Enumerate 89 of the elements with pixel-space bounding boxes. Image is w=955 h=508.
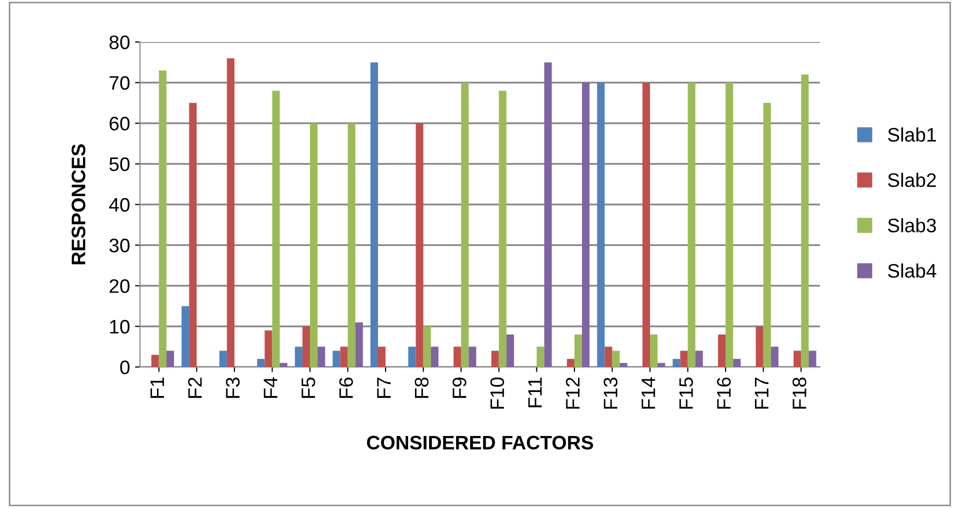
y-tick-label: 60	[110, 116, 130, 130]
bar	[794, 350, 802, 367]
bar	[272, 90, 280, 367]
bar	[408, 346, 416, 367]
x-tick-label: F6	[339, 378, 353, 398]
x-tick-label: F14	[642, 377, 656, 409]
bar	[468, 346, 476, 367]
bar	[461, 82, 469, 367]
y-tick-label: 10	[110, 320, 130, 334]
bar	[226, 58, 234, 367]
x-tick-label: F12	[566, 378, 580, 409]
x-tick-label: F5	[302, 378, 316, 398]
x-tick-label: F13	[604, 378, 618, 409]
y-tick-label: 0	[120, 360, 130, 374]
bar	[166, 350, 174, 367]
bar	[604, 346, 612, 367]
x-tick-label: F10	[490, 377, 504, 409]
bar	[348, 123, 356, 367]
bar	[318, 346, 326, 367]
x-tick-label: F1	[150, 378, 164, 398]
bar	[544, 62, 552, 367]
bar	[658, 362, 666, 367]
bar	[280, 362, 288, 367]
bar	[423, 326, 431, 367]
bar	[808, 350, 816, 367]
bar	[158, 70, 166, 367]
bar	[151, 354, 159, 367]
bar	[378, 346, 386, 367]
legend-label: Slab2	[888, 172, 936, 188]
bar	[733, 358, 741, 367]
bar	[582, 82, 590, 367]
x-tick-label: F17	[754, 378, 768, 409]
bar	[620, 362, 628, 367]
x-tick-label: F16	[717, 378, 731, 409]
x-tick-label: F8	[414, 378, 429, 398]
bar	[498, 90, 506, 367]
legend-label: Slab1	[888, 127, 936, 142]
legend-label: Slab3	[888, 218, 936, 232]
bar	[506, 334, 514, 367]
bar	[430, 346, 438, 367]
bar	[672, 358, 680, 367]
bar	[574, 334, 582, 367]
y-tick-label: 40	[109, 198, 130, 212]
bar	[355, 322, 363, 367]
y-tick-label: 20	[110, 279, 130, 293]
bar	[695, 350, 703, 367]
x-tick-label: F11	[528, 378, 542, 408]
bar	[294, 346, 302, 367]
x-tick-label: F18	[792, 378, 806, 409]
y-tick-label: 70	[110, 76, 130, 90]
x-tick-label: F15	[679, 378, 693, 409]
bar	[801, 74, 809, 367]
bar	[219, 350, 227, 367]
bar	[612, 350, 620, 367]
x-tick-label: F3	[226, 378, 240, 398]
bar	[688, 82, 696, 367]
legend-label: Slab4	[888, 263, 936, 278]
bar	[597, 82, 605, 367]
bar	[566, 358, 574, 367]
bar	[340, 346, 348, 367]
bar	[370, 62, 378, 367]
bar	[650, 334, 658, 367]
y-axis-title: RESPONCES	[72, 144, 86, 264]
bar	[680, 350, 688, 367]
bar	[718, 334, 726, 367]
bar	[182, 306, 190, 367]
bar	[756, 326, 764, 367]
bar	[332, 350, 340, 367]
bar	[264, 330, 272, 367]
bar	[257, 358, 265, 367]
x-axis-title: CONSIDERED FACTORS	[366, 436, 594, 450]
x-tick-label: F7	[377, 378, 391, 398]
bar	[416, 123, 424, 367]
y-tick-label: 50	[109, 157, 130, 172]
x-tick-label: F4	[264, 377, 278, 398]
bar	[763, 102, 771, 367]
x-tick-label: F9	[452, 378, 466, 398]
bar	[189, 102, 197, 367]
y-tick-label: 30	[109, 238, 130, 252]
bar	[642, 82, 650, 367]
y-tick-label: 80	[109, 35, 130, 50]
bar	[302, 326, 310, 367]
bar	[491, 350, 499, 367]
bar	[536, 346, 544, 367]
x-tick-label: F2	[188, 378, 202, 398]
bar	[310, 123, 318, 367]
bar	[726, 82, 734, 367]
bar	[770, 346, 778, 367]
bar	[454, 346, 462, 367]
